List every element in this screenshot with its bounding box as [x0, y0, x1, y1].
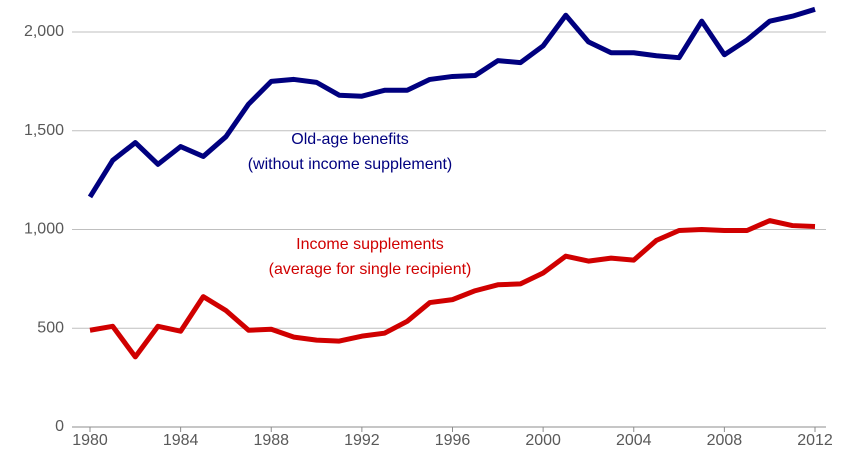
series-line [87, 6, 816, 199]
x-tick-label: 1992 [344, 432, 380, 449]
y-tick-label: 0 [55, 418, 64, 435]
y-tick-label: 500 [37, 319, 64, 336]
x-tick-label: 2000 [525, 432, 561, 449]
x-tick-label: 1984 [163, 432, 199, 449]
x-tick-label: 1996 [435, 432, 471, 449]
x-tick-label: 1980 [72, 432, 108, 449]
x-tick-label: 1988 [253, 432, 289, 449]
series-label: (average for single recipient) [269, 261, 472, 278]
y-tick-label: 2,000 [24, 23, 64, 40]
x-tick-label: 2008 [707, 432, 743, 449]
series-label: Income supplements [296, 236, 444, 253]
x-tick-label: 2004 [616, 432, 652, 449]
series-label: Old-age benefits [291, 131, 408, 148]
x-tick-label: 2012 [797, 432, 833, 449]
series-line [89, 218, 816, 360]
y-tick-label: 1,500 [24, 122, 64, 139]
y-tick-label: 1,000 [24, 221, 64, 238]
series-label: (without income supplement) [248, 156, 453, 173]
